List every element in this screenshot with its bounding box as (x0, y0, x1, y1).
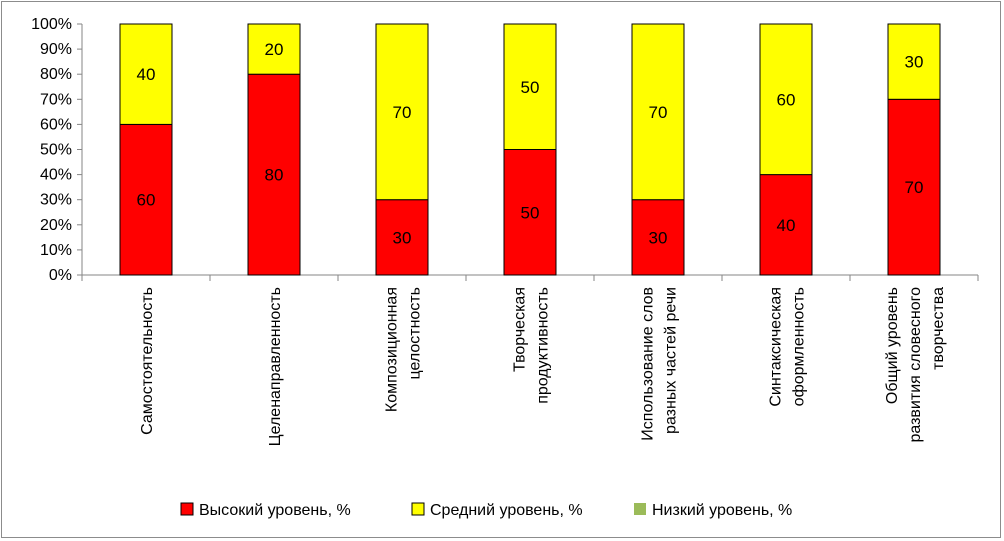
legend-label: Средний уровень, % (430, 502, 583, 519)
category-label-line: Синтаксическая (768, 287, 785, 407)
category-label-line: оформленность (791, 287, 808, 406)
legend-label: Низкий уровень, % (652, 502, 792, 519)
bar-medium (503, 23, 557, 150)
category-label-line: Использование слов (640, 287, 657, 441)
y-tick-label: 30% (40, 192, 72, 209)
bar-medium (887, 23, 941, 100)
bar-high (119, 123, 173, 276)
bar-medium (759, 23, 813, 176)
y-tick-label: 90% (40, 41, 72, 58)
data-labels: 60 40 80 20 30 70 50 50 30 70 40 60 70 30 (137, 40, 924, 247)
data-label: 70 (649, 103, 668, 122)
data-label: 30 (905, 53, 924, 72)
category-labels: Самостоятельность Целенаправленность Компо… (139, 287, 947, 446)
y-tick-label: 50% (40, 142, 72, 159)
legend-label: Высокий уровень, % (199, 502, 351, 519)
category-label: Целенаправленность (267, 287, 284, 446)
data-label: 20 (265, 40, 284, 59)
data-label: 40 (137, 65, 156, 84)
category-label: Общий уровень развития словесного творчест… (884, 287, 947, 443)
y-tick-label: 10% (40, 242, 72, 259)
y-tick-label: 70% (40, 91, 72, 108)
y-tick-label: 0% (49, 267, 72, 284)
bar-medium (119, 23, 173, 125)
y-tick-label: 80% (40, 66, 72, 83)
category-label: Синтаксическая оформленность (768, 287, 808, 407)
data-label: 30 (649, 228, 668, 247)
category-label-line: Целенаправленность (267, 287, 284, 446)
category-label-line: разных частей речи (663, 287, 680, 434)
category-label-line: Творческая (512, 287, 529, 372)
category-label-line: Самостоятельность (139, 287, 156, 435)
legend: Высокий уровень, % Средний уровень, % Низк… (180, 502, 792, 519)
bar-medium (247, 23, 301, 75)
axes: 0% 10% 20% 30% 40% 50% 60% 70% 80% 90% 100% (31, 16, 979, 284)
bar-medium (631, 23, 685, 201)
legend-swatch (634, 503, 646, 515)
bar-high (631, 199, 685, 276)
bar-high (759, 174, 813, 276)
category-label-line: продуктивность (535, 287, 552, 404)
y-tick-label: 40% (40, 167, 72, 184)
y-tick-label: 100% (31, 16, 72, 33)
legend-swatch (180, 502, 194, 516)
category-label: Творческая продуктивность (512, 287, 552, 404)
category-label: Использование слов разных частей речи (640, 287, 680, 441)
data-label: 70 (905, 178, 924, 197)
data-label: 60 (137, 191, 156, 210)
data-label: 30 (393, 228, 412, 247)
bar-high (887, 98, 941, 276)
y-tick-label: 60% (40, 116, 72, 133)
category-label-line: творчества (930, 287, 947, 370)
legend-swatch (411, 502, 425, 516)
data-label: 50 (521, 78, 540, 97)
category-label-line: развития словесного (907, 287, 924, 443)
category-label-line: Композиционная (384, 287, 401, 412)
category-label: Самостоятельность (139, 287, 156, 435)
category-label-line: целостность (407, 287, 424, 380)
data-label: 60 (777, 90, 796, 109)
category-label-line: Общий уровень (884, 287, 901, 404)
data-label: 50 (521, 203, 540, 222)
data-label: 40 (777, 216, 796, 235)
bars (119, 23, 941, 276)
data-label: 80 (265, 166, 284, 185)
data-label: 70 (393, 103, 412, 122)
bar-medium (375, 23, 429, 201)
bar-high (503, 149, 557, 276)
y-tick-label: 20% (40, 217, 72, 234)
category-label: Композиционная целостность (384, 287, 424, 412)
